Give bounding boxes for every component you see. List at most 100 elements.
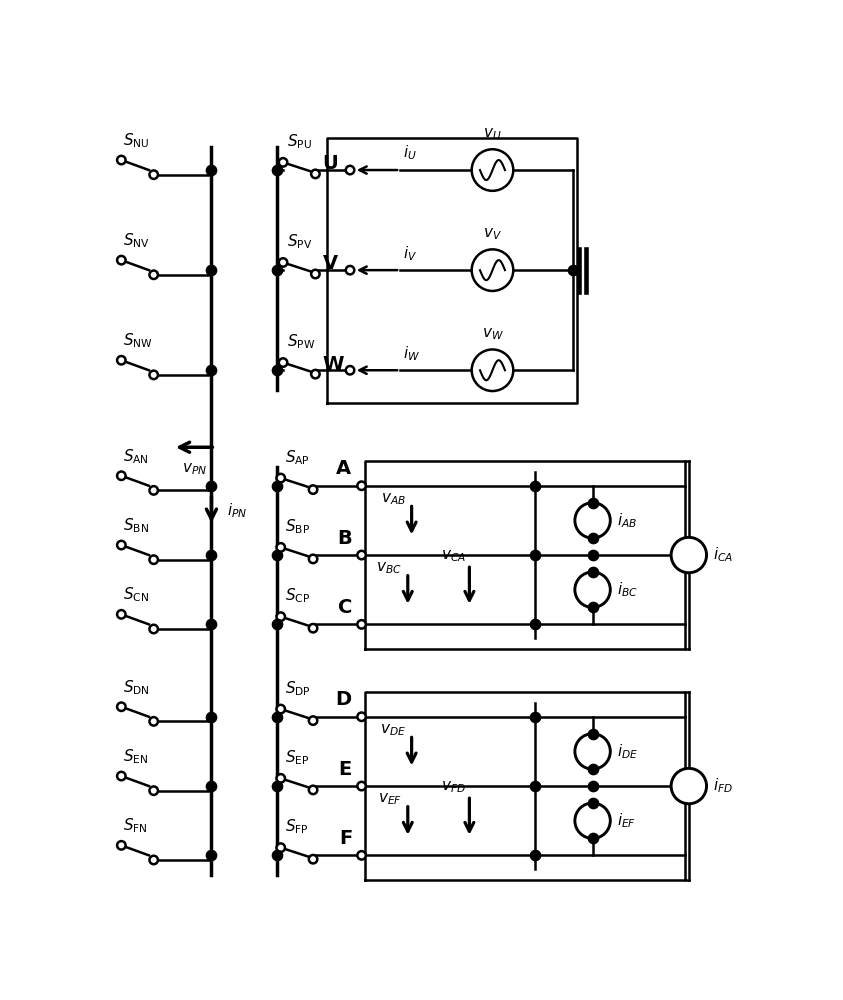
Text: $i_{FD}$: $i_{FD}$ — [713, 777, 733, 795]
Text: $S_{\mathrm{AN}}$: $S_{\mathrm{AN}}$ — [123, 447, 148, 466]
Text: $v_{V}$: $v_{V}$ — [483, 226, 502, 242]
Text: $i_{EF}$: $i_{EF}$ — [617, 811, 636, 830]
Point — [270, 362, 283, 378]
Point — [205, 262, 218, 278]
Circle shape — [117, 356, 126, 364]
Text: $v_{W}$: $v_{W}$ — [481, 326, 503, 342]
Circle shape — [309, 716, 317, 725]
Circle shape — [117, 703, 126, 711]
Circle shape — [311, 370, 319, 378]
Point — [270, 616, 283, 632]
Circle shape — [117, 472, 126, 480]
Text: $i_{CA}$: $i_{CA}$ — [713, 546, 733, 564]
Circle shape — [357, 620, 366, 629]
Point — [205, 547, 218, 563]
Point — [270, 547, 283, 563]
Text: $i_{BC}$: $i_{BC}$ — [617, 580, 638, 599]
Point — [205, 362, 218, 378]
Circle shape — [277, 543, 285, 552]
Point — [586, 495, 599, 511]
Circle shape — [309, 485, 317, 494]
Point — [270, 478, 283, 494]
Circle shape — [357, 782, 366, 790]
Circle shape — [472, 149, 513, 191]
Circle shape — [309, 555, 317, 563]
Circle shape — [149, 170, 158, 179]
Text: $S_{\mathrm{EN}}$: $S_{\mathrm{EN}}$ — [123, 747, 148, 766]
Circle shape — [277, 774, 285, 783]
Text: $S_{\mathrm{CP}}$: $S_{\mathrm{CP}}$ — [285, 587, 309, 605]
Circle shape — [149, 856, 158, 864]
Text: $i_{DE}$: $i_{DE}$ — [617, 742, 638, 761]
Circle shape — [117, 256, 126, 264]
Circle shape — [279, 358, 287, 367]
Point — [528, 778, 541, 794]
Point — [528, 847, 541, 863]
Text: $v_{CA}$: $v_{CA}$ — [441, 549, 465, 564]
Circle shape — [117, 156, 126, 164]
Text: $S_{\mathrm{NW}}$: $S_{\mathrm{NW}}$ — [123, 332, 153, 350]
Text: $S_{\mathrm{NV}}$: $S_{\mathrm{NV}}$ — [123, 232, 150, 250]
Text: $v_{U}$: $v_{U}$ — [483, 126, 502, 142]
Circle shape — [117, 841, 126, 850]
Circle shape — [277, 705, 285, 713]
Circle shape — [575, 803, 610, 838]
Circle shape — [117, 610, 126, 619]
Text: $i_{W}$: $i_{W}$ — [403, 344, 421, 363]
Circle shape — [277, 474, 285, 482]
Point — [205, 847, 218, 863]
Circle shape — [117, 541, 126, 549]
Point — [586, 564, 599, 580]
Text: $v_{FD}$: $v_{FD}$ — [441, 780, 465, 795]
Point — [270, 847, 283, 863]
Circle shape — [472, 349, 513, 391]
Text: $S_{\mathrm{DN}}$: $S_{\mathrm{DN}}$ — [123, 678, 150, 697]
Point — [205, 709, 218, 725]
Circle shape — [149, 371, 158, 379]
Text: $v_{DE}$: $v_{DE}$ — [379, 722, 405, 738]
Circle shape — [575, 503, 610, 538]
Point — [270, 778, 283, 794]
Text: $v_{EF}$: $v_{EF}$ — [378, 791, 401, 807]
Point — [205, 162, 218, 178]
Text: $i_{PN}$: $i_{PN}$ — [227, 501, 247, 520]
Text: $S_{\mathrm{FN}}$: $S_{\mathrm{FN}}$ — [123, 817, 148, 835]
Text: $\mathbf{V}$: $\mathbf{V}$ — [321, 254, 339, 273]
Circle shape — [279, 258, 287, 267]
Point — [528, 709, 541, 725]
Point — [586, 599, 599, 615]
Circle shape — [671, 537, 706, 573]
Circle shape — [575, 734, 610, 769]
Circle shape — [357, 713, 366, 721]
Circle shape — [357, 551, 366, 559]
Point — [528, 616, 541, 632]
Point — [586, 547, 599, 563]
Point — [586, 726, 599, 742]
Circle shape — [149, 786, 158, 795]
Text: $S_{\mathrm{PU}}$: $S_{\mathrm{PU}}$ — [287, 132, 312, 151]
Circle shape — [309, 786, 317, 794]
Circle shape — [575, 572, 610, 607]
Text: $\mathbf{E}$: $\mathbf{E}$ — [339, 760, 352, 779]
Text: $S_{\mathrm{FP}}$: $S_{\mathrm{FP}}$ — [285, 818, 309, 836]
Circle shape — [279, 158, 287, 167]
Text: $i_{V}$: $i_{V}$ — [403, 244, 417, 263]
Text: $S_{\mathrm{DP}}$: $S_{\mathrm{DP}}$ — [285, 679, 310, 698]
Point — [205, 478, 218, 494]
Circle shape — [311, 270, 319, 278]
Circle shape — [311, 170, 319, 178]
Text: $v_{PN}$: $v_{PN}$ — [182, 461, 207, 477]
Text: $\mathbf{U}$: $\mathbf{U}$ — [321, 154, 337, 173]
Circle shape — [346, 266, 354, 274]
Circle shape — [309, 855, 317, 863]
Point — [270, 709, 283, 725]
Point — [586, 530, 599, 546]
Circle shape — [671, 768, 706, 804]
Circle shape — [357, 482, 366, 490]
Circle shape — [149, 271, 158, 279]
Point — [205, 616, 218, 632]
Text: $S_{\mathrm{AP}}$: $S_{\mathrm{AP}}$ — [285, 448, 309, 467]
Circle shape — [149, 555, 158, 564]
Text: $S_{\mathrm{CN}}$: $S_{\mathrm{CN}}$ — [123, 586, 149, 604]
Text: $\mathbf{F}$: $\mathbf{F}$ — [339, 829, 352, 848]
